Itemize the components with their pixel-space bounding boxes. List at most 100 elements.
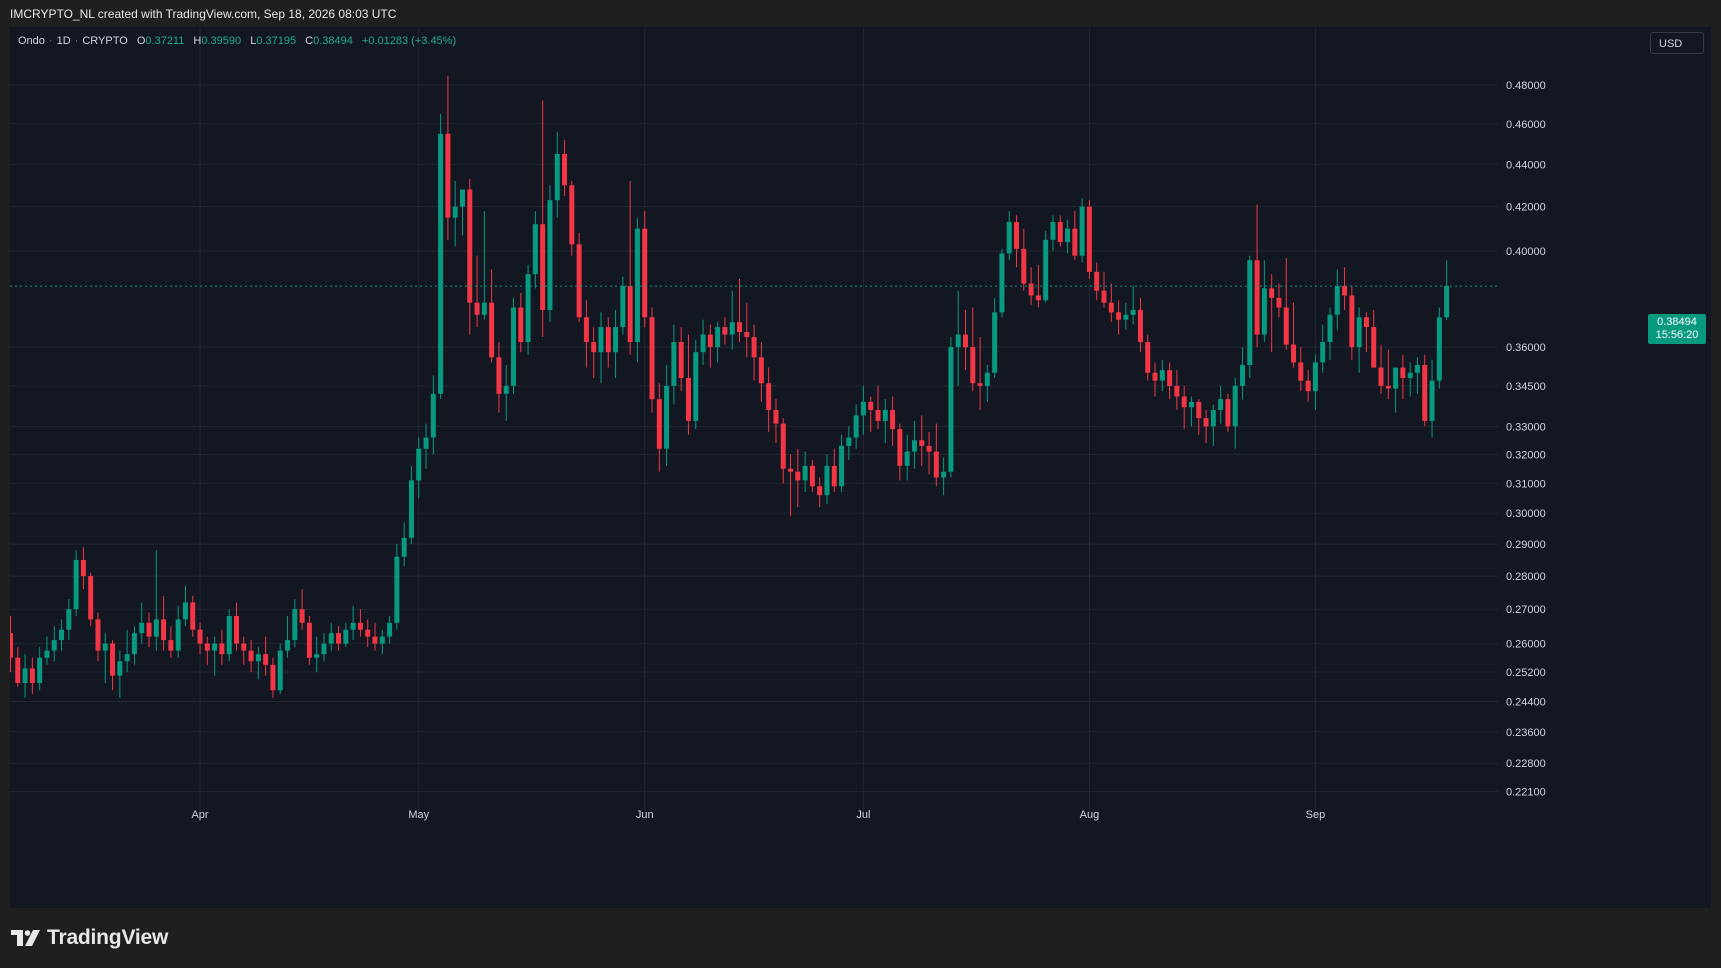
- candle-body: [1028, 283, 1034, 296]
- candle-body: [860, 401, 866, 416]
- candle-body: [204, 643, 210, 651]
- candle-body: [591, 342, 597, 353]
- candle: [1269, 274, 1275, 353]
- vertical-grid: [199, 27, 1316, 814]
- candle-body: [95, 619, 101, 651]
- candle-body: [175, 619, 181, 651]
- candle-body: [642, 228, 648, 318]
- candle-body: [649, 317, 655, 400]
- candlestick-chart[interactable]: 0.48000 0.46000 0.44000 0.42000 0.40000 0.360…: [10, 27, 1711, 908]
- chart-attribution: IMCRYPTO_NL created with TradingView.com…: [10, 7, 397, 21]
- candle-body: [226, 615, 232, 655]
- candle: [627, 181, 633, 355]
- price-tick-label: 0.25200: [1506, 667, 1546, 679]
- candle-body: [817, 486, 823, 496]
- candle-body: [270, 664, 276, 691]
- price-axis[interactable]: 0.48000 0.46000 0.44000 0.42000 0.40000 0.360…: [1506, 80, 1546, 799]
- candle: [1363, 312, 1369, 353]
- candle: [562, 139, 568, 196]
- candle-body: [503, 385, 509, 394]
- candle: [182, 585, 188, 627]
- ohlc-legend: Ondo · 1D · CRYPTO O0.37211 H0.39590 L0.3719…: [18, 35, 457, 47]
- candle-body: [1363, 317, 1369, 328]
- exchange: CRYPTO: [82, 35, 128, 47]
- candle-body: [73, 559, 79, 610]
- candle-body: [438, 133, 444, 394]
- candle: [715, 322, 721, 363]
- candle-body: [182, 602, 188, 620]
- candle-body: [1247, 260, 1253, 366]
- candle-body: [941, 471, 947, 478]
- candle-body: [1320, 342, 1326, 363]
- candle-body: [802, 465, 808, 481]
- candle-body: [839, 445, 845, 487]
- candle: [423, 423, 429, 469]
- candle: [1116, 300, 1122, 335]
- chart-panel[interactable]: 0.48000 0.46000 0.44000 0.42000 0.40000 0.360…: [10, 27, 1711, 908]
- candle: [241, 636, 247, 665]
- candle-body: [758, 357, 764, 384]
- candle-body: [518, 307, 524, 343]
- candle: [1232, 377, 1238, 449]
- candle: [977, 337, 983, 410]
- candle: [212, 636, 218, 676]
- candle-body: [737, 322, 742, 333]
- candle: [795, 448, 801, 508]
- candle: [700, 319, 706, 366]
- candle-body: [489, 302, 495, 358]
- candle-body: [984, 372, 990, 386]
- candle: [343, 622, 349, 648]
- candle: [88, 572, 94, 627]
- candle: [1356, 307, 1362, 373]
- candle: [124, 629, 130, 673]
- candle: [890, 396, 896, 446]
- candle: [642, 211, 648, 328]
- candle: [634, 217, 640, 363]
- candle: [685, 334, 691, 435]
- candle: [146, 612, 152, 648]
- last-price-value: 0.38494: [1657, 316, 1697, 328]
- candle: [459, 189, 465, 236]
- candle: [882, 399, 888, 444]
- candle-body: [562, 154, 568, 186]
- candle-body: [219, 643, 225, 655]
- candle-body: [1094, 271, 1100, 291]
- candle: [1247, 255, 1253, 378]
- candle-body: [569, 185, 575, 245]
- candle-body: [664, 385, 670, 449]
- time-axis[interactable]: Apr May Jun Jul Aug Sep: [191, 809, 1325, 821]
- candle-body: [547, 200, 553, 310]
- candle-body: [401, 537, 407, 557]
- tradingview-brand[interactable]: TradingView: [11, 926, 168, 950]
- candle-body: [613, 327, 619, 353]
- symbol-name: Ondo: [18, 35, 45, 47]
- price-tick-label: 0.26000: [1506, 639, 1546, 651]
- candle-body: [467, 189, 473, 303]
- candle: [1385, 349, 1391, 400]
- candle-body: [1079, 206, 1085, 256]
- candle: [511, 297, 517, 394]
- candle-body: [1137, 309, 1143, 343]
- candle: [1181, 385, 1187, 430]
- candle-body: [37, 657, 43, 683]
- candle: [547, 185, 553, 323]
- candle-body: [1086, 206, 1092, 272]
- candle-body: [693, 352, 699, 421]
- candle-body: [29, 668, 35, 683]
- candle-body: [1035, 295, 1041, 301]
- candle: [139, 602, 145, 644]
- candle-body: [255, 654, 261, 662]
- candle-body: [357, 622, 363, 630]
- candle: [897, 423, 903, 481]
- candle-body: [933, 451, 939, 478]
- candle: [809, 460, 815, 493]
- candle-body: [831, 465, 837, 487]
- candle: [350, 605, 356, 641]
- candle: [299, 589, 305, 630]
- candle: [285, 615, 291, 658]
- candle: [190, 595, 196, 637]
- candle-body: [1174, 385, 1180, 397]
- currency-button[interactable]: USD: [1650, 32, 1704, 54]
- candle-body: [277, 650, 283, 691]
- candle: [1283, 257, 1289, 350]
